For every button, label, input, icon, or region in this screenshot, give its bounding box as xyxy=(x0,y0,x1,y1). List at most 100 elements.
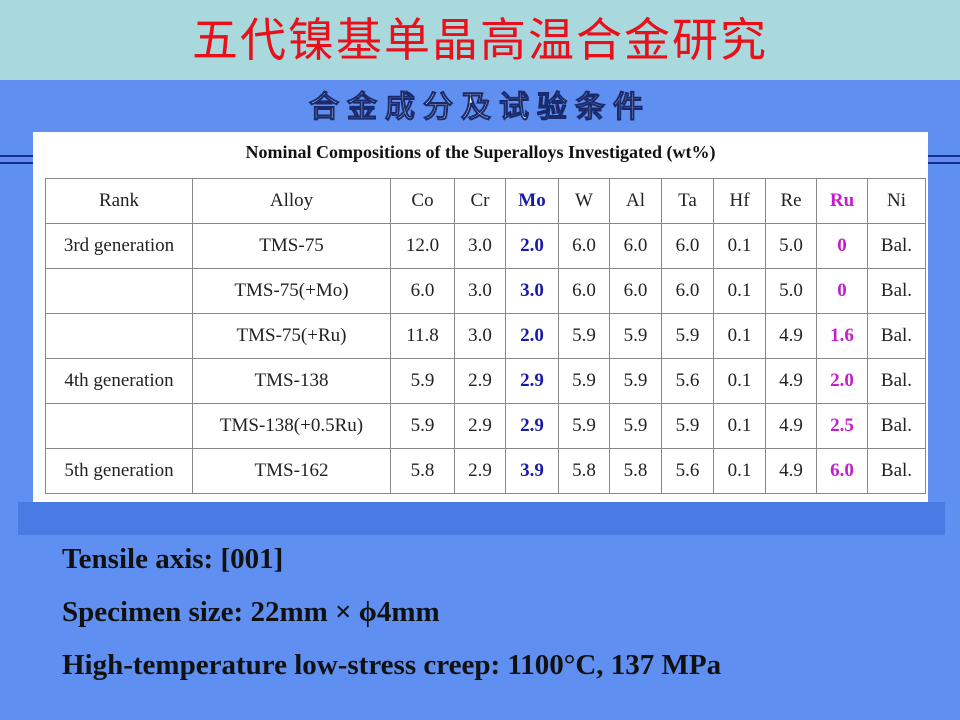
table-cell: 5.6 xyxy=(661,358,714,404)
condition: Tensile axis: [001] xyxy=(62,543,284,575)
table-cell: Mo xyxy=(505,178,559,224)
table-row: TMS-75(+Mo) 6.0 3.0 3.0 6.0 6.0 6.0 0.1 5.0 0 Bal. xyxy=(45,268,926,314)
table-cell: 5.9 xyxy=(609,403,662,449)
table-cell: 4.9 xyxy=(765,313,817,359)
title: 五代镍基单晶高温合金研究 xyxy=(192,13,768,67)
condition: Specimen size: 22mm × ϕ4mm xyxy=(62,596,440,628)
table-row: TMS-75(+Ru) 11.8 3.0 2.0 5.9 5.9 5.9 0.1 4.9 1.6 B… xyxy=(45,313,926,359)
table-cell: Bal. xyxy=(867,403,926,449)
table-cell: Bal. xyxy=(867,223,926,269)
table-cell: 4.9 xyxy=(765,358,817,404)
table-cell: 4.9 xyxy=(765,448,817,494)
table-row: 4th generation TMS-138 5.9 2.9 2.9 5.9 5.9 5.6 0… xyxy=(45,358,926,404)
table-cell xyxy=(45,268,193,314)
table-cell: 5.9 xyxy=(390,403,455,449)
table-cell: 5.9 xyxy=(390,358,455,404)
table-cell: Re xyxy=(765,178,817,224)
table-cell: Ru xyxy=(816,178,868,224)
table-cell: Alloy xyxy=(192,178,391,224)
table-cell: 5.9 xyxy=(558,403,610,449)
table-cell: 5.8 xyxy=(558,448,610,494)
table-cell: 6.0 xyxy=(609,268,662,314)
table-cell: 3.0 xyxy=(454,313,506,359)
table-cell: Hf xyxy=(713,178,766,224)
table-row: TMS-138(+0.5Ru) 5.9 2.9 2.9 5.9 5.9 5.9 0.1 4.9 2… xyxy=(45,403,926,449)
table-row: 5th generation TMS-162 5.8 2.9 3.9 5.8 5.8 5.6 0… xyxy=(45,448,926,494)
composition-table: Rank Alloy Co Cr Mo W Al Ta Hf Re Ru Ni 3rd generati… xyxy=(45,178,926,494)
table-cell: Co xyxy=(390,178,455,224)
table-cell: Bal. xyxy=(867,358,926,404)
table-cell: 3.0 xyxy=(454,223,506,269)
table-cell: 5.8 xyxy=(609,448,662,494)
table-row: 3rd generation TMS-75 12.0 3.0 2.0 6.0 6.0 6.0 0… xyxy=(45,223,926,269)
table-cell: 11.8 xyxy=(390,313,455,359)
table-cell: TMS-75 xyxy=(192,223,391,269)
table-cell: 12.0 xyxy=(390,223,455,269)
table-cell: 3rd generation xyxy=(45,223,193,269)
table-cell: 0.1 xyxy=(713,313,766,359)
table-cell: 5.9 xyxy=(609,358,662,404)
table-panel: Nominal Compositions of the Superalloys … xyxy=(33,132,928,502)
table-cell: 6.0 xyxy=(816,448,868,494)
table-caption: Nominal Compositions of the Superalloys … xyxy=(245,142,716,162)
table-cell: Cr xyxy=(454,178,506,224)
table-cell: 6.0 xyxy=(609,223,662,269)
table-cell: Ta xyxy=(661,178,714,224)
table-cell: 4th generation xyxy=(45,358,193,404)
table-cell: 6.0 xyxy=(661,223,714,269)
table-cell: 6.0 xyxy=(390,268,455,314)
table-cell: Bal. xyxy=(867,448,926,494)
table-cell: 2.9 xyxy=(454,358,506,404)
table-cell: 5.6 xyxy=(661,448,714,494)
table-cell: 5.9 xyxy=(558,358,610,404)
table-cell: 3.9 xyxy=(505,448,559,494)
table-cell: W xyxy=(558,178,610,224)
table-cell: 0.1 xyxy=(713,268,766,314)
table-cell: 6.0 xyxy=(558,223,610,269)
table-cell: 1.6 xyxy=(816,313,868,359)
table-cell: 2.0 xyxy=(505,313,559,359)
table-cell: 0.1 xyxy=(713,448,766,494)
table-cell: 2.5 xyxy=(816,403,868,449)
table-cell: 2.0 xyxy=(505,223,559,269)
table-cell: TMS-75(+Ru) xyxy=(192,313,391,359)
table-cell: 5th generation xyxy=(45,448,193,494)
table-cell: TMS-138(+0.5Ru) xyxy=(192,403,391,449)
table-cell: Ni xyxy=(867,178,926,224)
table-cell: 5.9 xyxy=(558,313,610,359)
table-cell: TMS-162 xyxy=(192,448,391,494)
table-cell xyxy=(45,313,193,359)
table-cell: Bal. xyxy=(867,268,926,314)
table-cell: 5.9 xyxy=(609,313,662,359)
table-cell: Bal. xyxy=(867,313,926,359)
table-cell: 2.9 xyxy=(454,403,506,449)
table-cell: Rank xyxy=(45,178,193,224)
table-cell: 0.1 xyxy=(713,223,766,269)
subtitle: 合金成分及试验条件 xyxy=(309,90,651,126)
table-cell: 2.9 xyxy=(505,358,559,404)
table-cell: 2.9 xyxy=(505,403,559,449)
table-cell: TMS-75(+Mo) xyxy=(192,268,391,314)
table-cell: TMS-138 xyxy=(192,358,391,404)
table-cell: 5.9 xyxy=(661,403,714,449)
condition: High-temperature low-stress creep: 1100°… xyxy=(62,649,722,681)
table-cell: 2.9 xyxy=(454,448,506,494)
table-cell: 0.1 xyxy=(713,403,766,449)
table-cell: 2.0 xyxy=(816,358,868,404)
table-cell: 0 xyxy=(816,223,868,269)
table-cell: 0 xyxy=(816,268,868,314)
table-cell: 5.0 xyxy=(765,223,817,269)
title-band xyxy=(0,0,960,80)
table-cell: 5.9 xyxy=(661,313,714,359)
table-cell: 5.0 xyxy=(765,268,817,314)
header-row: Rank Alloy Co Cr Mo W Al Ta Hf Re Ru Ni xyxy=(45,178,926,224)
table-cell xyxy=(45,403,193,449)
table-cell: 6.0 xyxy=(558,268,610,314)
table-cell: 0.1 xyxy=(713,358,766,404)
table-cell: 4.9 xyxy=(765,403,817,449)
table-cell: 5.8 xyxy=(390,448,455,494)
table-cell: 6.0 xyxy=(661,268,714,314)
table-cell: Al xyxy=(609,178,662,224)
divider-bar xyxy=(18,502,945,535)
